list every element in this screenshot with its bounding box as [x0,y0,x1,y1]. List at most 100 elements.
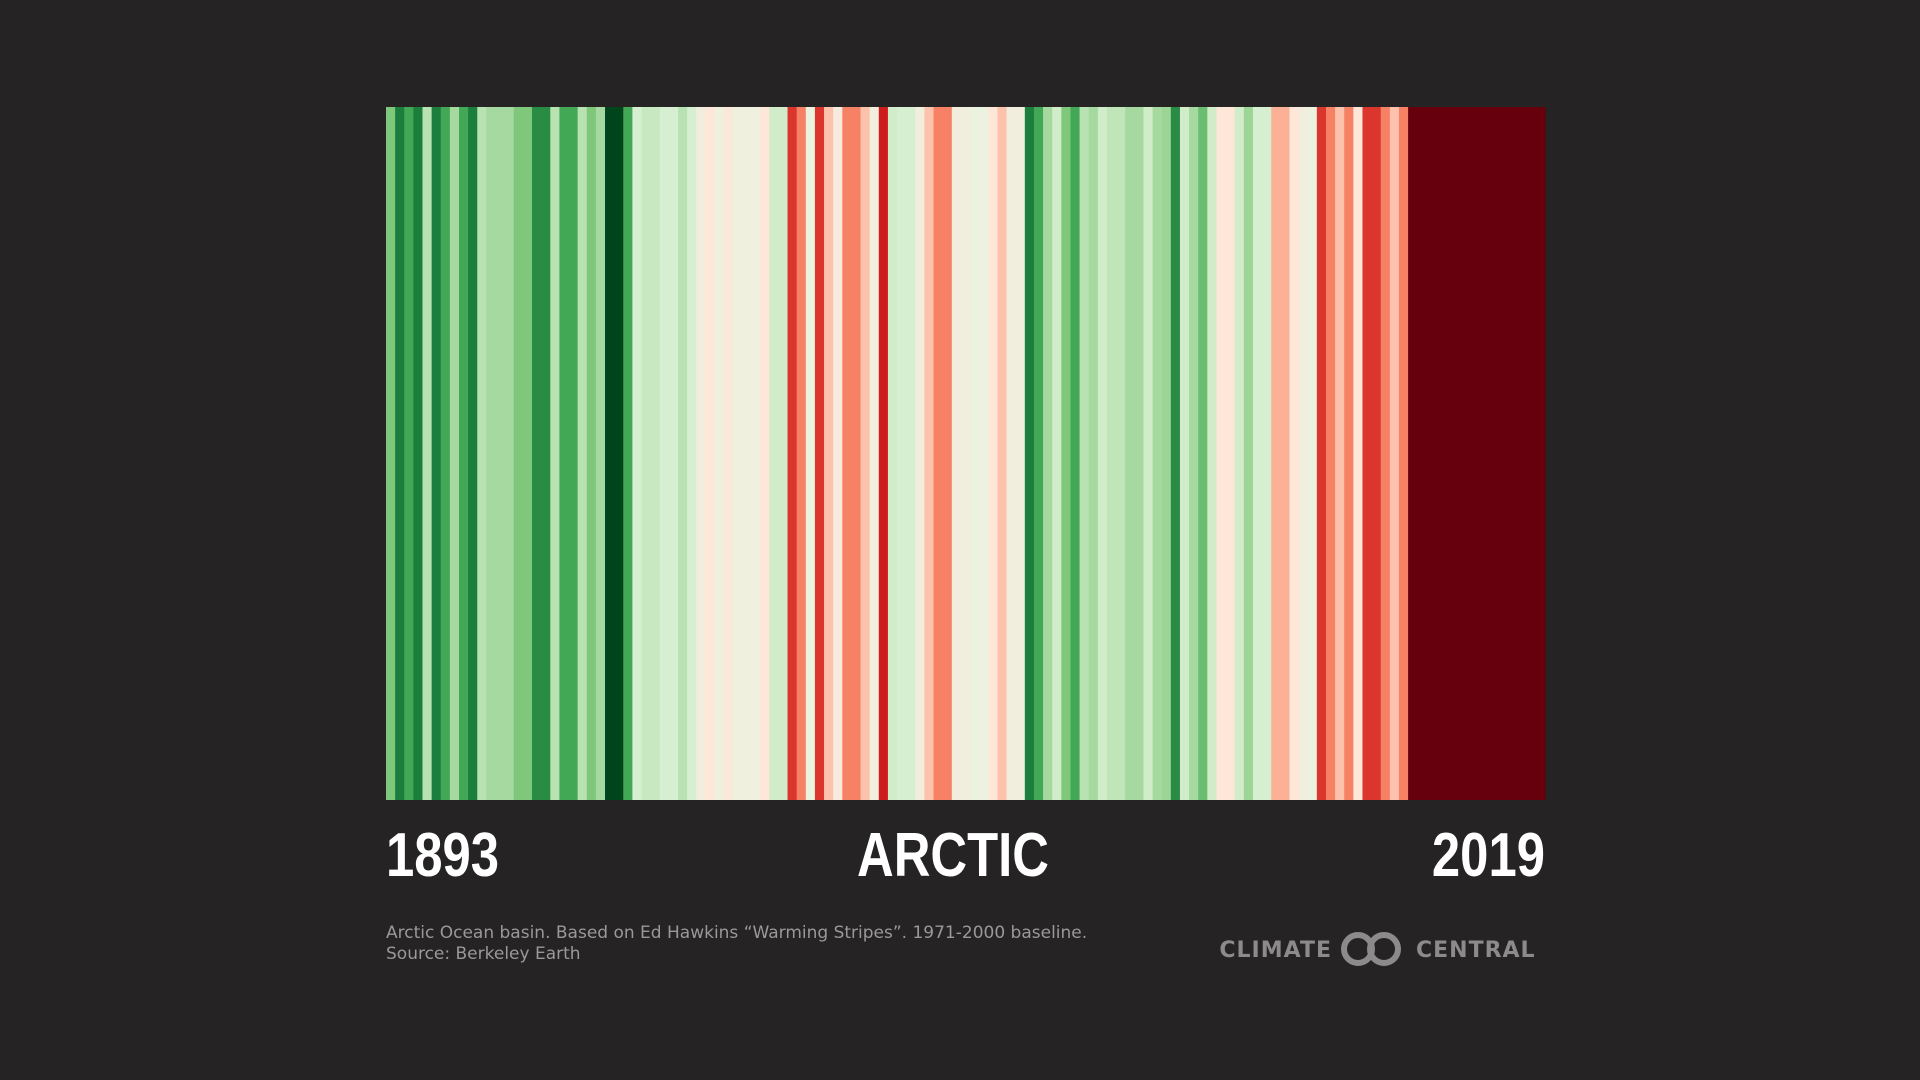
stripe [1061,107,1072,800]
end-year: 2019 [1432,821,1545,890]
start-year: 1893 [386,821,499,890]
source: Source: Berkeley Earth [386,944,581,964]
stripe [1106,107,1117,800]
stripe [1535,107,1546,800]
stripe [1353,107,1364,800]
stripe [1234,107,1245,800]
stripe [595,107,606,800]
stripe [541,107,551,800]
stripe [1444,107,1455,800]
stripe [778,107,789,800]
stripe [486,107,497,800]
stripe [696,107,707,800]
stripe [1271,107,1281,800]
stripe [1380,107,1391,800]
logo-icon [1341,932,1401,966]
stripe [988,107,999,800]
stripe [386,107,396,800]
stripe [532,107,542,800]
stripe [431,107,442,800]
stripe [878,107,889,800]
stripe [449,107,460,800]
stripe [395,107,405,800]
stripe [1015,107,1026,800]
stripe [997,107,1008,800]
stripe [1462,107,1473,800]
stripe [1517,107,1528,800]
stripe [1125,107,1135,800]
stripe [1189,107,1199,800]
stripe [1043,107,1053,800]
stripe [586,107,597,800]
stripe [805,107,816,800]
stripe [851,107,862,800]
stripe [1052,107,1062,800]
stripe [641,107,652,800]
stripe [1143,107,1154,800]
stripe [1280,107,1291,800]
stripe [1116,107,1126,800]
stripe [650,107,661,800]
stripe [1481,107,1491,800]
chart-title: ARCTIC [857,821,1049,890]
stripe [559,107,570,800]
stripe [1526,107,1537,800]
stripe [477,107,487,800]
stripe [513,107,524,800]
stripe [842,107,853,800]
stripe [1161,107,1172,800]
stripe [1152,107,1163,800]
stripe [1262,107,1272,800]
stripe [632,107,643,800]
stripe [1307,107,1318,800]
stripe [1417,107,1427,800]
stripe [413,107,424,800]
stripe [468,107,478,800]
stripe [1499,107,1510,800]
stripe [1170,107,1181,800]
stripe [1362,107,1373,800]
stripe [1243,107,1254,800]
stripe [1426,107,1437,800]
stripe [1006,107,1017,800]
stripe [1490,107,1500,800]
stripe [1344,107,1354,800]
stripe [1070,107,1081,800]
stripe [933,107,944,800]
stripe [1316,107,1327,800]
stripe [732,107,743,800]
stripe [769,107,780,800]
stripe [459,107,469,800]
stripe [1252,107,1263,800]
stripe [751,107,761,800]
stripe [678,107,688,800]
stripe [623,107,634,800]
stripe [577,107,588,800]
stripe [687,107,697,800]
note: Arctic Ocean basin. Based on Ed Hawkins … [386,923,1087,943]
stripe [1398,107,1409,800]
stripe [824,107,834,800]
stripe [833,107,843,800]
stripe [860,107,871,800]
stripe [741,107,752,800]
stripe [605,107,615,800]
stripe [705,107,716,800]
stripe [1408,107,1418,800]
stripe [1289,107,1300,800]
stripe [924,107,935,800]
stripe [814,107,825,800]
stripe [906,107,916,800]
stripe [897,107,907,800]
stripe [1435,107,1446,800]
stripe [714,107,725,800]
stripe [668,107,679,800]
stripe [1088,107,1099,800]
logo-right: CENTRAL [1416,938,1536,963]
stripe [1179,107,1190,800]
stripe [960,107,971,800]
stripe [887,107,898,800]
stripe [1198,107,1208,800]
